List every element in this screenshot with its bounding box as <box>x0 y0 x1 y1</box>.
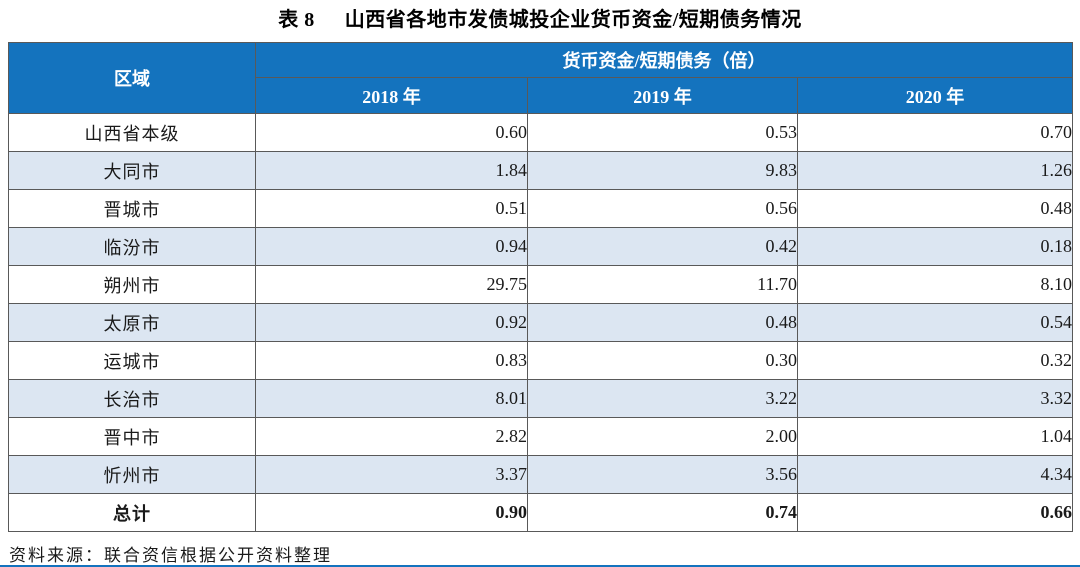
page-footer-rule <box>0 565 1080 567</box>
table-body: 山西省本级 0.60 0.53 0.70 大同市 1.84 9.83 1.26 晋城市 0.51 0… <box>8 113 1073 532</box>
region-cell: 大同市 <box>8 151 256 190</box>
value-cell: 29.75 <box>255 265 528 304</box>
table-row: 太原市 0.92 0.48 0.54 <box>8 303 1073 342</box>
value-cell: 11.70 <box>527 265 798 304</box>
value-cell: 0.51 <box>255 189 528 228</box>
value-cell: 0.60 <box>255 113 528 152</box>
table-title: 表 8 山西省各地市发债城投企业货币资金/短期债务情况 <box>0 0 1080 33</box>
value-cell: 0.54 <box>797 303 1073 342</box>
column-header-region: 区域 <box>8 42 256 114</box>
table-header: 区域 货币资金/短期债务（倍） 2018 年 2019 年 2020 年 <box>8 42 1073 114</box>
region-cell: 太原市 <box>8 303 256 342</box>
table-number: 表 8 <box>278 9 315 31</box>
value-cell: 0.48 <box>527 303 798 342</box>
value-cell: 0.92 <box>255 303 528 342</box>
value-cell: 0.94 <box>255 227 528 266</box>
table-row: 总计 0.90 0.74 0.66 <box>8 493 1073 532</box>
table-row: 晋中市 2.82 2.00 1.04 <box>8 417 1073 456</box>
value-cell: 3.32 <box>797 379 1073 418</box>
value-cell: 0.32 <box>797 341 1073 380</box>
table-row: 运城市 0.83 0.30 0.32 <box>8 341 1073 380</box>
value-cell: 0.30 <box>527 341 798 380</box>
value-cell: 0.18 <box>797 227 1073 266</box>
debt-coverage-table: 区域 货币资金/短期债务（倍） 2018 年 2019 年 2020 年 山西省… <box>8 42 1073 532</box>
region-cell: 晋中市 <box>8 417 256 456</box>
table-row: 忻州市 3.37 3.56 4.34 <box>8 455 1073 494</box>
value-cell: 0.53 <box>527 113 798 152</box>
column-header-2020: 2020 年 <box>797 77 1073 114</box>
header-row-group: 区域 货币资金/短期债务（倍） <box>8 42 1073 114</box>
header-row-years: 2018 年 2019 年 2020 年 <box>9 77 1073 114</box>
region-cell: 山西省本级 <box>8 113 256 152</box>
value-cell: 0.48 <box>797 189 1073 228</box>
region-cell: 朔州市 <box>8 265 256 304</box>
table-row: 晋城市 0.51 0.56 0.48 <box>8 189 1073 228</box>
table-row: 山西省本级 0.60 0.53 0.70 <box>8 113 1073 152</box>
value-cell: 0.66 <box>797 493 1073 532</box>
table-row: 朔州市 29.75 11.70 8.10 <box>8 265 1073 304</box>
value-cell: 1.26 <box>797 151 1073 190</box>
region-cell: 总计 <box>8 493 256 532</box>
region-cell: 临汾市 <box>8 227 256 266</box>
value-cell: 8.10 <box>797 265 1073 304</box>
region-cell: 忻州市 <box>8 455 256 494</box>
table-row: 临汾市 0.94 0.42 0.18 <box>8 227 1073 266</box>
table-row: 长治市 8.01 3.22 3.32 <box>8 379 1073 418</box>
table-row: 大同市 1.84 9.83 1.26 <box>8 151 1073 190</box>
value-cell: 2.00 <box>527 417 798 456</box>
value-cell: 2.82 <box>255 417 528 456</box>
table-title-text: 山西省各地市发债城投企业货币资金/短期债务情况 <box>344 9 802 31</box>
value-cell: 3.22 <box>527 379 798 418</box>
column-header-2018: 2018 年 <box>255 77 528 114</box>
column-header-group: 货币资金/短期债务（倍） <box>255 42 1073 78</box>
value-cell: 0.83 <box>255 341 528 380</box>
value-cell: 4.34 <box>797 455 1073 494</box>
value-cell: 1.84 <box>255 151 528 190</box>
value-cell: 8.01 <box>255 379 528 418</box>
value-cell: 3.37 <box>255 455 528 494</box>
value-cell: 1.04 <box>797 417 1073 456</box>
value-cell: 0.70 <box>797 113 1073 152</box>
value-cell: 0.56 <box>527 189 798 228</box>
source-note: 资料来源：联合资信根据公开资料整理 <box>9 546 332 565</box>
column-header-2019: 2019 年 <box>527 77 798 114</box>
value-cell: 9.83 <box>527 151 798 190</box>
region-cell: 晋城市 <box>8 189 256 228</box>
value-cell: 0.74 <box>527 493 798 532</box>
value-cell: 3.56 <box>527 455 798 494</box>
value-cell: 0.42 <box>527 227 798 266</box>
value-cell: 0.90 <box>255 493 528 532</box>
region-cell: 长治市 <box>8 379 256 418</box>
region-cell: 运城市 <box>8 341 256 380</box>
